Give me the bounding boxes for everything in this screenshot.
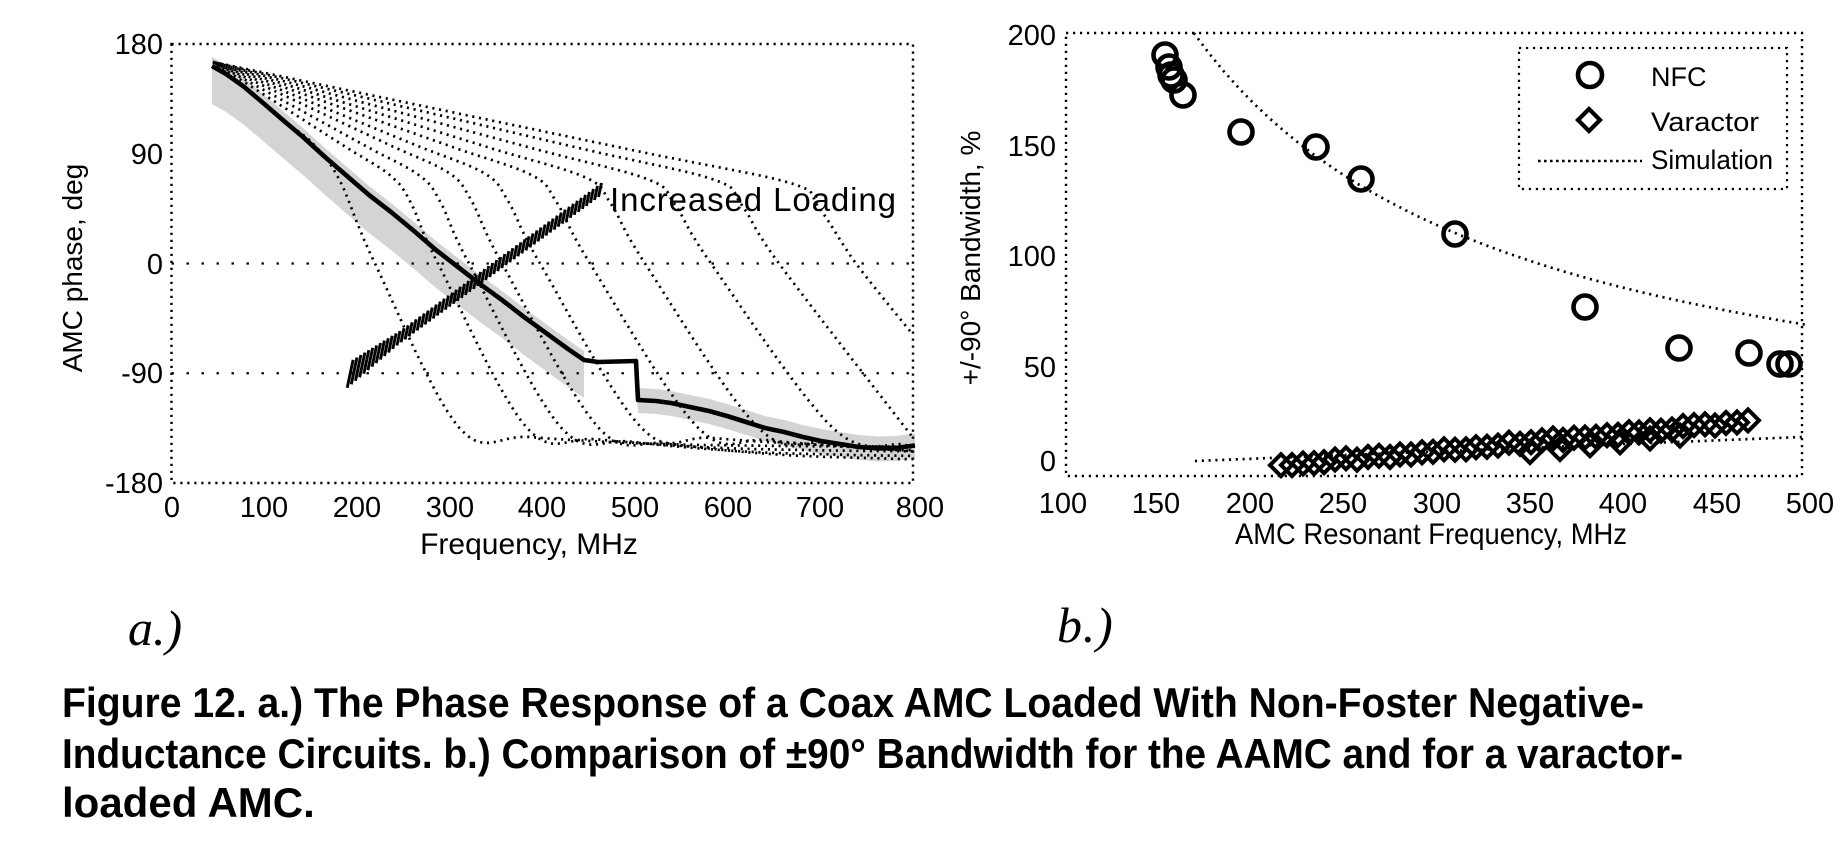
svg-text:-90: -90 <box>121 358 163 390</box>
svg-text:300: 300 <box>1413 488 1461 520</box>
svg-text:150: 150 <box>1008 131 1056 163</box>
svg-text:800: 800 <box>896 492 944 524</box>
svg-text:700: 700 <box>796 492 844 524</box>
svg-text:b.): b.) <box>1057 597 1114 653</box>
svg-text:Varactor: Varactor <box>1651 107 1759 137</box>
svg-text:a.): a.) <box>128 600 182 656</box>
svg-text:loaded AMC.: loaded AMC. <box>62 779 315 826</box>
svg-text:500: 500 <box>1786 488 1834 520</box>
svg-text:Frequency, MHz: Frequency, MHz <box>420 528 638 561</box>
svg-text:600: 600 <box>704 492 752 524</box>
svg-text:50: 50 <box>1024 352 1056 384</box>
svg-text:200: 200 <box>333 492 381 524</box>
svg-text:0: 0 <box>147 249 163 281</box>
svg-text:180: 180 <box>115 29 163 61</box>
svg-text:100: 100 <box>240 492 288 524</box>
svg-text:400: 400 <box>518 492 566 524</box>
svg-text:+/-90° Bandwidth, %: +/-90° Bandwidth, % <box>955 131 986 386</box>
svg-text:-180: -180 <box>105 468 163 500</box>
svg-text:200: 200 <box>1008 20 1056 52</box>
svg-text:0: 0 <box>1040 446 1056 478</box>
svg-text:AMC Resonant Frequency, MHz: AMC Resonant Frequency, MHz <box>1235 518 1627 551</box>
svg-text:Increased Loading: Increased Loading <box>610 181 897 218</box>
svg-text:200: 200 <box>1226 488 1274 520</box>
svg-text:500: 500 <box>611 492 659 524</box>
svg-text:300: 300 <box>426 492 474 524</box>
svg-text:NFC: NFC <box>1651 62 1707 92</box>
svg-text:100: 100 <box>1008 241 1056 273</box>
svg-text:400: 400 <box>1599 488 1647 520</box>
svg-text:Inductance Circuits. b.) Compa: Inductance Circuits. b.) Comparison of ±… <box>62 730 1683 777</box>
svg-text:AMC phase, deg: AMC phase, deg <box>57 164 88 373</box>
svg-text:250: 250 <box>1319 488 1367 520</box>
svg-text:450: 450 <box>1693 488 1741 520</box>
svg-text:0: 0 <box>164 492 180 524</box>
svg-text:350: 350 <box>1506 488 1554 520</box>
svg-text:Figure 12. a.) The Phase Respo: Figure 12. a.) The Phase Response of a C… <box>62 679 1644 726</box>
svg-text:Simulation: Simulation <box>1651 145 1773 175</box>
svg-text:150: 150 <box>1132 488 1180 520</box>
svg-text:100: 100 <box>1039 488 1087 520</box>
svg-text:90: 90 <box>131 139 163 171</box>
